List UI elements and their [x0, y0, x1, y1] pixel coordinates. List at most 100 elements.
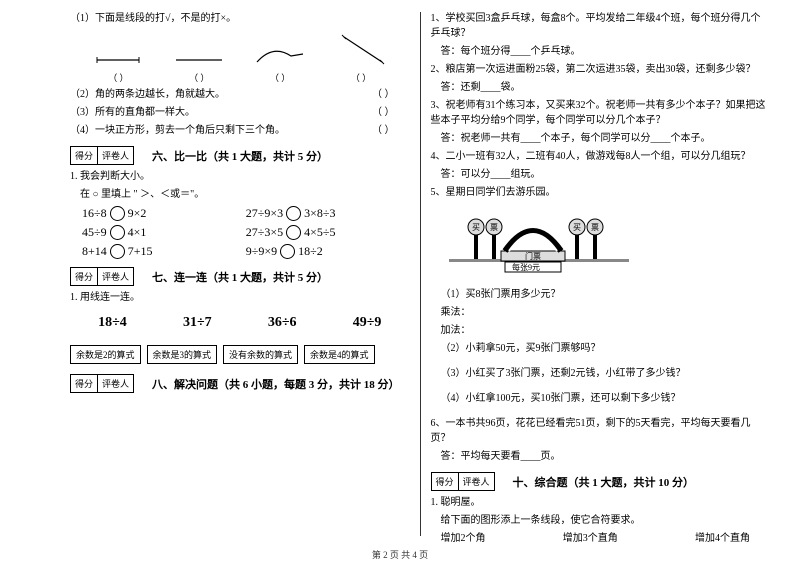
a3: 答：祝老师一共有____个本子，每个同学可以分____个本子。: [431, 131, 771, 146]
score-box-10: 得分 评卷人: [431, 472, 495, 491]
q3-paren: （ ）: [372, 105, 395, 120]
p3: 3、祝老师有31个练习本，又买来32个。祝老师一共有多少个本子？如果把这些本子平…: [431, 98, 771, 128]
shape-curve: [253, 32, 308, 67]
c: 8+14: [82, 244, 107, 259]
circle-icon: [110, 225, 125, 240]
score-label: 得分: [71, 268, 98, 285]
q4-row: （4）一块正方形，剪去一个角后只剩下三个角。 （ ）: [70, 123, 410, 138]
right-column: 1、学校买回3盒乒乓球，每盒8个。平均发给二年级4个班，每个班分得几个乒乓球？ …: [421, 8, 781, 540]
paren-2: （ ）: [189, 71, 209, 84]
sec7-header: 得分 评卷人 七、连一连（共 1 大题，共计 5 分）: [70, 267, 410, 286]
c: 45÷9: [82, 225, 107, 240]
a2: 答：还剩____袋。: [431, 80, 771, 95]
paren-1: （ ）: [108, 71, 128, 84]
c: 27÷3×5: [246, 225, 283, 240]
rem-box: 余数是2的算式: [70, 345, 141, 364]
sub1: （1）买8张门票用多少元？: [431, 287, 771, 302]
sec10-header: 得分 评卷人 十、综合题（共 1 大题，共计 10 分）: [431, 472, 771, 491]
add-opt: 增加3个直角: [563, 531, 618, 546]
rem-box: 余数是3的算式: [147, 345, 218, 364]
sec6-header: 得分 评卷人 六、比一比（共 1 大题，共计 5 分）: [70, 146, 410, 165]
sec6-title: 六、比一比（共 1 大题，共计 5 分）: [152, 148, 328, 164]
rem-box: 没有余数的算式: [223, 345, 298, 364]
c: 4×5÷5: [304, 225, 335, 240]
q3-text: （3）所有的直角都一样大。: [70, 105, 195, 120]
score-box-6: 得分 评卷人: [70, 146, 134, 165]
div-row: 18÷4 31÷7 36÷6 49÷9: [70, 315, 410, 331]
circle-icon: [110, 206, 125, 221]
p6: 6、一本书共96页，花花已经看完51页，剩下的5天看完，平均每天要看几页？: [431, 416, 771, 446]
c: 27÷9×3: [246, 206, 283, 221]
q4-text: （4）一块正方形，剪去一个角后只剩下三个角。: [70, 123, 285, 138]
shape-segment-2: [172, 32, 227, 67]
div-expr: 18÷4: [98, 315, 127, 331]
mul: 乘法：: [431, 305, 771, 320]
circle-icon: [110, 244, 125, 259]
c: 4×1: [128, 225, 147, 240]
sub3: （3）小红买了3张门票，还剩2元钱，小红带了多少钱？: [431, 366, 771, 381]
score-label: 得分: [432, 473, 459, 490]
q4-paren: （ ）: [372, 123, 395, 138]
paren-3: （ ）: [270, 71, 290, 84]
circle-icon: [280, 244, 295, 259]
p5: 5、星期日同学们去游乐园。: [431, 185, 771, 200]
sub2: （2）小莉拿50元，买9张门票够吗？: [431, 341, 771, 356]
zh1: 1. 聪明屋。: [431, 495, 771, 510]
q1-text: （1）下面是线段的打√，不是的打×。: [70, 11, 410, 26]
div-expr: 31÷7: [183, 315, 212, 331]
shape-segment-1: [91, 32, 146, 67]
c: 18÷2: [298, 244, 323, 259]
p2: 2、粮店第一次运进面粉25袋，第二次运进35袋，卖出30袋，还剩多少袋？: [431, 62, 771, 77]
grader-label: 评卷人: [459, 473, 494, 490]
c: 7+15: [128, 244, 153, 259]
sec6-sub: 在 ○ 里填上 " ＞、＜或＝"。: [70, 187, 410, 202]
add-opt: 增加4个直角: [695, 531, 750, 546]
q2-paren: （ ）: [372, 87, 395, 102]
score-label: 得分: [71, 147, 98, 164]
q2-row: （2）角的两条边越长，角就越大。 （ ）: [70, 87, 410, 102]
a6: 答：平均每天要看____页。: [431, 449, 771, 464]
paren-row: （ ） （ ） （ ） （ ）: [70, 71, 410, 84]
circle-icon: [286, 206, 301, 221]
shapes-row: [70, 32, 410, 67]
score-label: 得分: [71, 375, 98, 392]
p1: 1、学校买回3盒乒乓球，每盒8个。平均发给二年级4个班，每个班分得几个乒乓球？: [431, 11, 771, 41]
paren-4: （ ）: [351, 71, 371, 84]
c: 9÷9×9: [246, 244, 277, 259]
worksheet-page: （1）下面是线段的打√，不是的打×。 （ ） （ ） （ ） （ ） （2）角的…: [0, 0, 800, 540]
score-box-7: 得分 评卷人: [70, 267, 134, 286]
q2-text: （2）角的两条边越长，角就越大。: [70, 87, 225, 102]
add-opt: 增加2个角: [441, 531, 486, 546]
a1: 答：每个班分得____个乒乓球。: [431, 44, 771, 59]
left-column: （1）下面是线段的打√，不是的打×。 （ ） （ ） （ ） （ ） （2）角的…: [60, 8, 420, 540]
score-box-8: 得分 评卷人: [70, 374, 134, 393]
sec6-intro: 1. 我会判断大小。: [70, 169, 410, 184]
circle-icon: [286, 225, 301, 240]
comp-row-1: 16÷89×2 27÷9×33×8÷3: [70, 206, 410, 221]
rem-row: 余数是2的算式 余数是3的算式 没有余数的算式 余数是4的算式: [70, 345, 410, 364]
sub4: （4）小红拿100元，买10张门票，还可以剩下多少钱？: [431, 391, 771, 406]
grader-label: 评卷人: [98, 147, 133, 164]
grader-label: 评卷人: [98, 268, 133, 285]
c: 16÷8: [82, 206, 107, 221]
c: 3×8÷3: [304, 206, 335, 221]
svg-text:票: 票: [591, 223, 599, 232]
comp-row-2: 45÷9 4×1 27÷3×5 4×5÷5: [70, 225, 410, 240]
ticket-price: 每张9元: [512, 262, 540, 272]
p4: 4、二小一班有32人，二班有40人，做游戏每8人一个组，可以分几组玩？: [431, 149, 771, 164]
shape-diag: [334, 32, 389, 67]
add: 加法：: [431, 323, 771, 338]
sec7-intro: 1. 用线连一连。: [70, 290, 410, 305]
zh2: 给下面的图形添上一条线段，使它合符要求。: [431, 513, 771, 528]
page-footer: 第 2 页 共 4 页: [0, 548, 800, 561]
div-expr: 36÷6: [268, 315, 297, 331]
div-expr: 49÷9: [353, 315, 382, 331]
svg-text:买: 买: [573, 223, 581, 232]
comp-row-3: 8+14 7+15 9÷9×9 18÷2: [70, 244, 410, 259]
sec10-title: 十、综合题（共 1 大题，共计 10 分）: [513, 474, 695, 490]
sec7-title: 七、连一连（共 1 大题，共计 5 分）: [152, 269, 328, 285]
a4: 答：可以分____组玩。: [431, 167, 771, 182]
svg-text:票: 票: [490, 223, 498, 232]
add-row: 增加2个角 增加3个直角 增加4个直角: [431, 531, 771, 546]
sec8-title: 八、解决问题（共 6 小题，每题 3 分，共计 18 分）: [152, 376, 400, 392]
